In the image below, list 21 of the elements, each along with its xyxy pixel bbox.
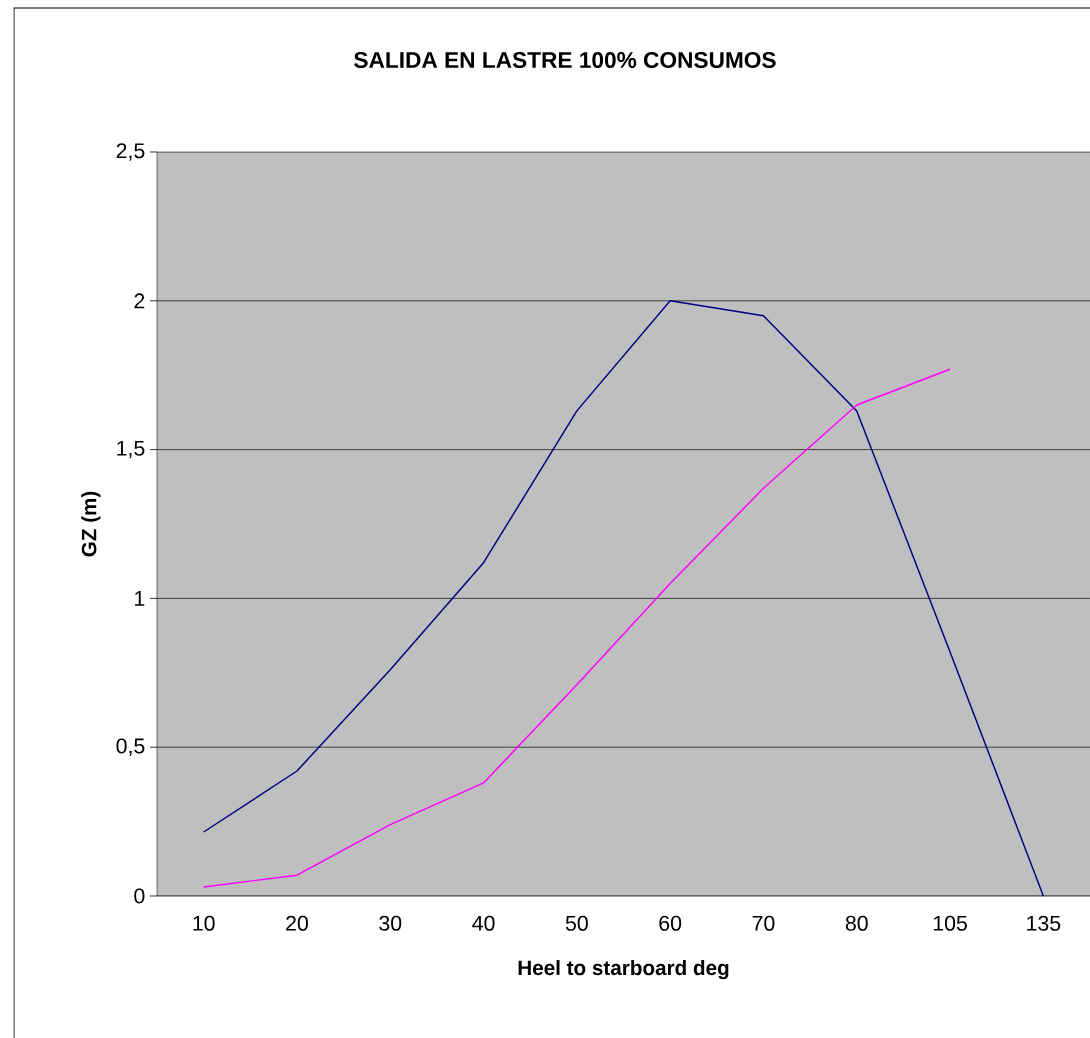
y-tick-label: 0: [134, 888, 145, 904]
x-tick-label: 50: [565, 915, 588, 931]
x-axis-title: Heel to starboard deg: [518, 959, 729, 980]
x-tick-label: 30: [379, 915, 402, 931]
y-tick-label: 2,5: [116, 143, 145, 161]
x-tick-label: 20: [286, 915, 308, 931]
y-axis-title: GZ (m): [81, 491, 101, 557]
y-tick-label: 0,5: [116, 738, 145, 756]
line-series: [202, 300, 1045, 897]
x-tick-label: 70: [752, 915, 775, 931]
x-tick-label: 105: [933, 915, 967, 931]
x-tick-label: 60: [659, 915, 682, 931]
y-tick-label: 1,5: [117, 440, 145, 459]
x-tick-label: 80: [845, 915, 868, 931]
y-tick-label: 1: [135, 591, 145, 606]
y-tick-label: 2: [134, 293, 145, 309]
chart-title: SALIDA EN LASTRE 100% CONSUMOS: [354, 51, 776, 69]
x-tick-label: 40: [472, 915, 495, 931]
x-tick-label: 10: [193, 915, 215, 931]
line-series: [202, 368, 951, 888]
x-tick-label: 135: [1027, 915, 1061, 931]
